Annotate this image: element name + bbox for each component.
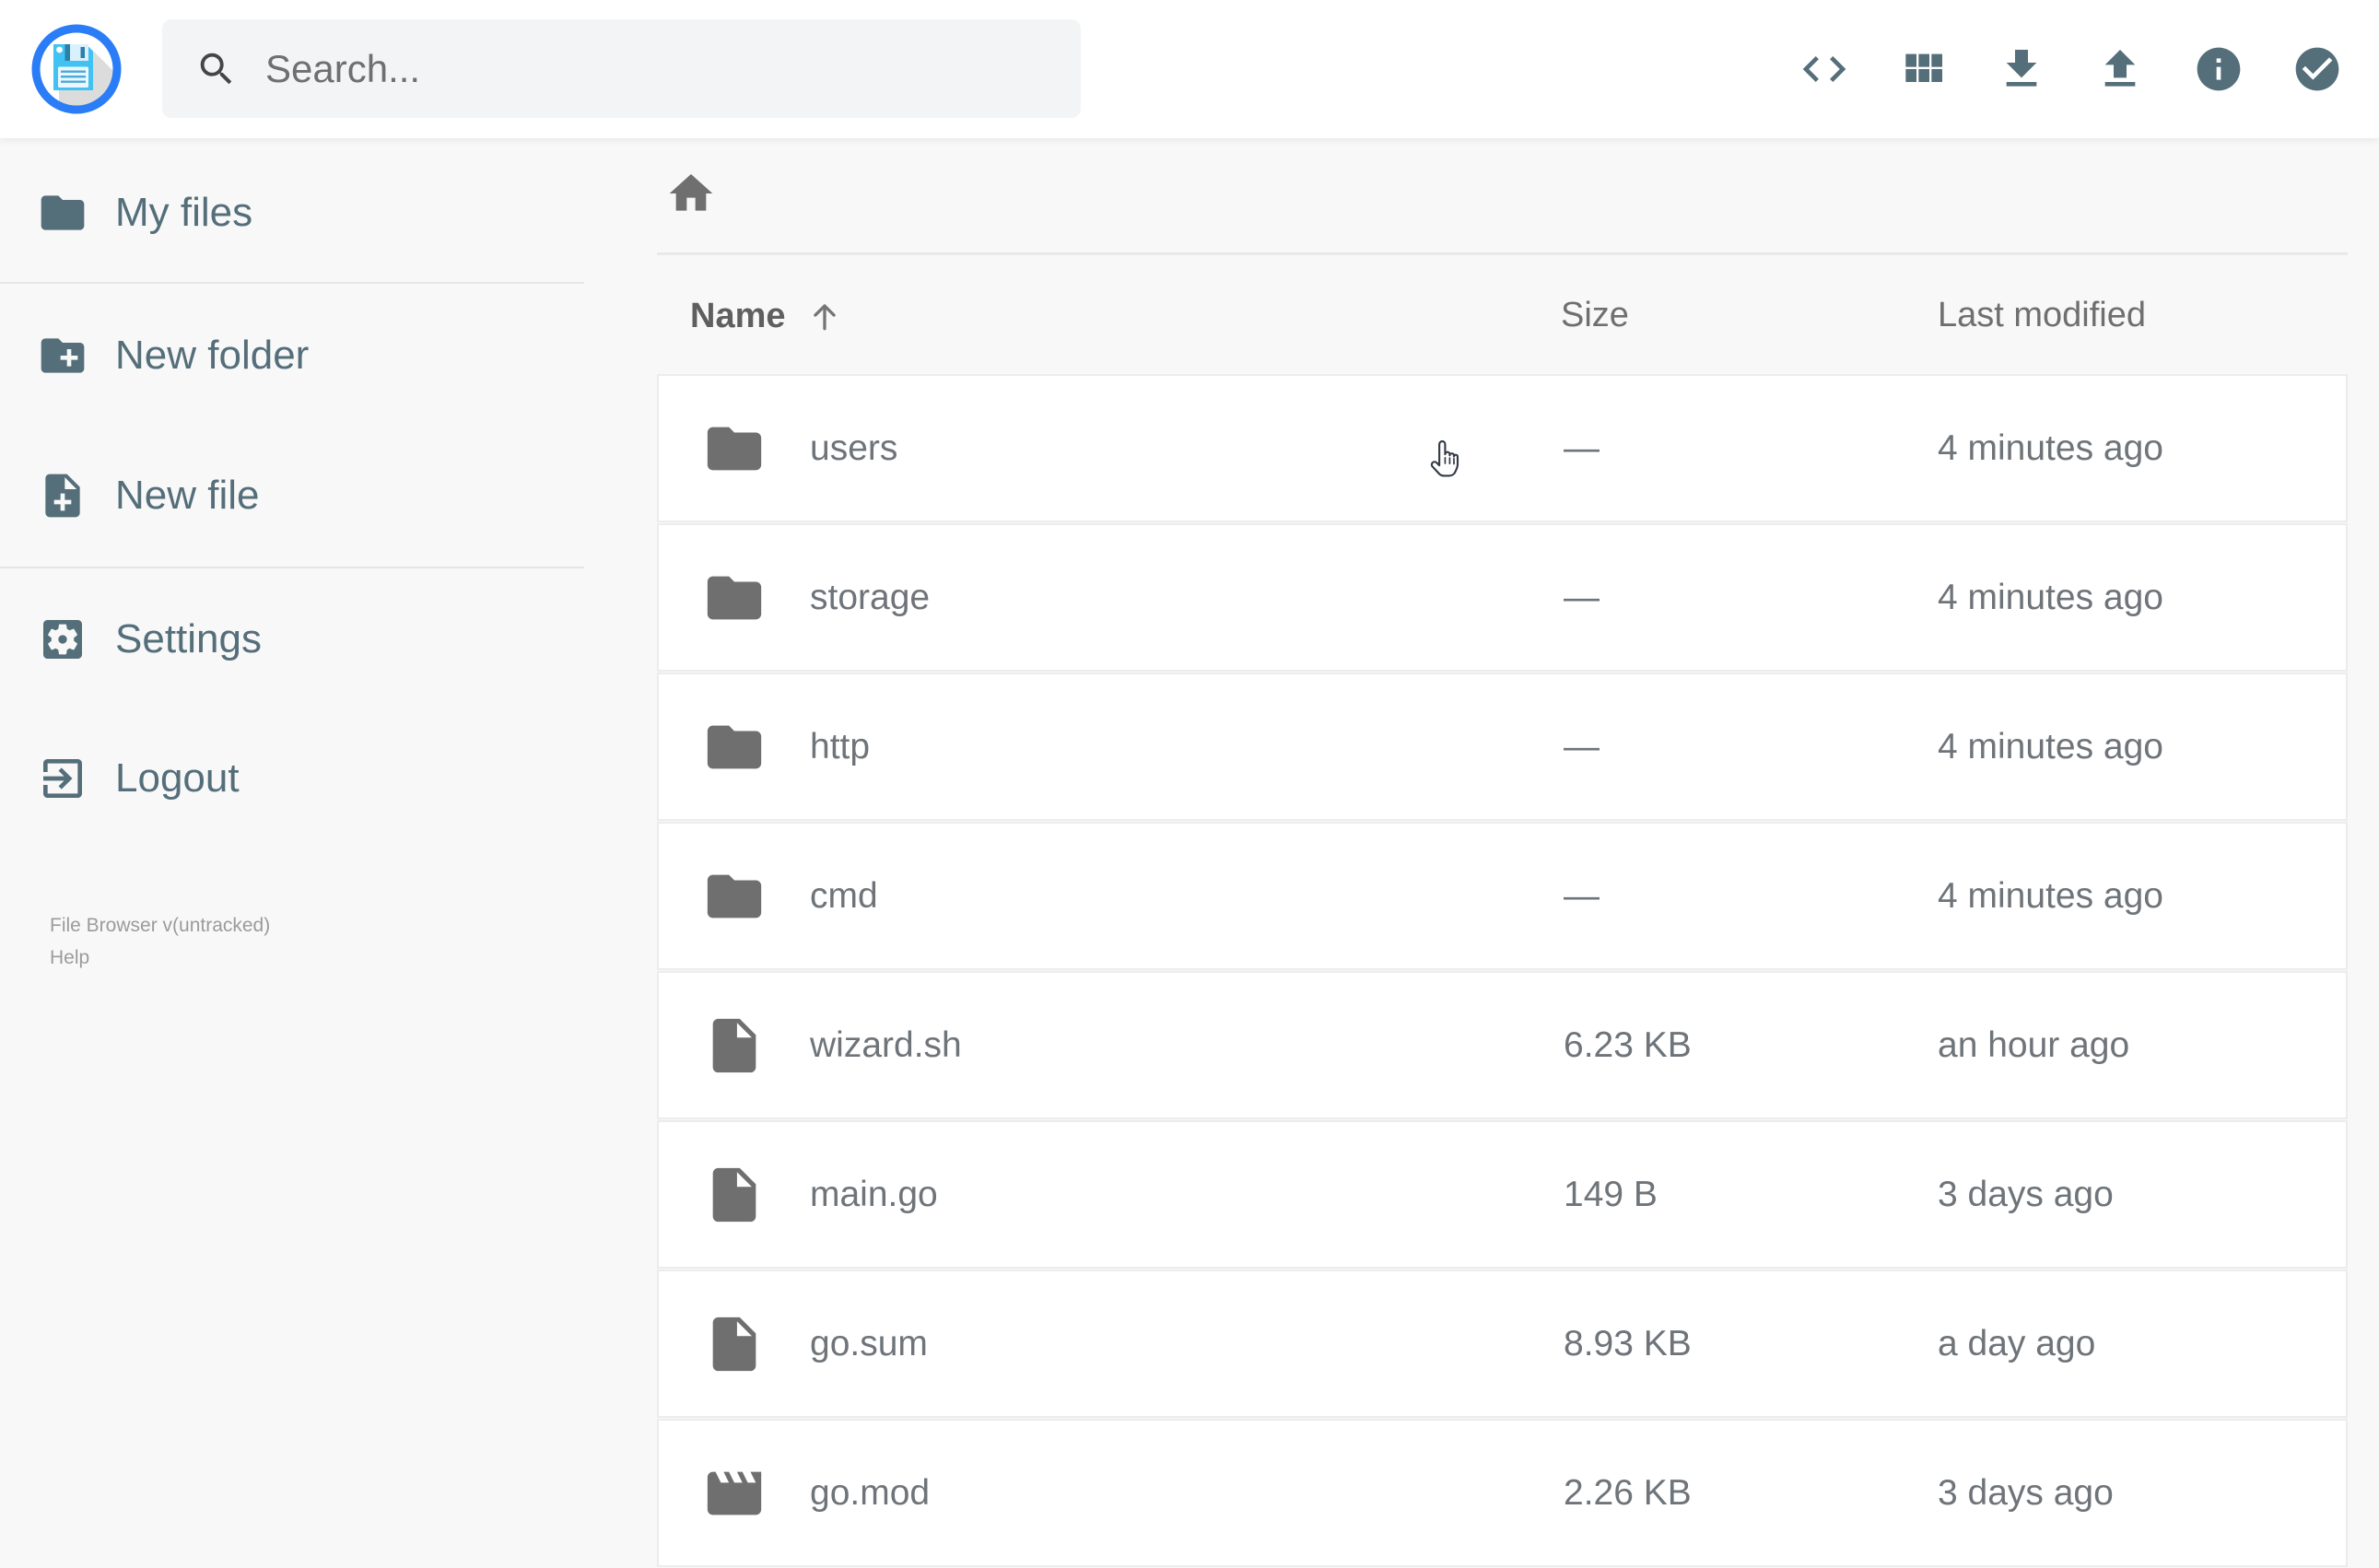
file-name: storage bbox=[810, 577, 931, 617]
view-mode-button[interactable] bbox=[1897, 43, 1949, 95]
file-name: http bbox=[810, 726, 871, 766]
code-icon bbox=[1799, 43, 1850, 95]
file-size: — bbox=[1564, 726, 1600, 766]
sidebar-divider bbox=[0, 282, 584, 284]
folder-icon bbox=[37, 187, 88, 239]
file-upload-icon bbox=[2094, 43, 2146, 95]
folder-icon bbox=[702, 864, 767, 929]
select-multiple-button[interactable] bbox=[2291, 43, 2343, 95]
file-name: go.mod bbox=[810, 1472, 931, 1513]
sidebar-item-label: New folder bbox=[115, 333, 310, 378]
sidebar-divider bbox=[0, 567, 584, 568]
column-header-size[interactable]: Size bbox=[1561, 296, 1629, 334]
file-modified: 4 minutes ago bbox=[1938, 726, 2163, 766]
file-name: wizard.sh bbox=[810, 1024, 962, 1065]
folder-icon bbox=[702, 416, 767, 481]
file-size: — bbox=[1564, 875, 1600, 916]
sidebar-item-settings[interactable]: Settings bbox=[0, 595, 584, 684]
view-module-icon bbox=[1897, 43, 1949, 95]
file-name: cmd bbox=[810, 875, 878, 916]
file-modified: 4 minutes ago bbox=[1938, 577, 2163, 617]
search-bar[interactable] bbox=[162, 19, 1081, 118]
sidebar-item-label: New file bbox=[115, 473, 260, 518]
search-input[interactable] bbox=[265, 46, 1058, 91]
info-button[interactable] bbox=[2193, 43, 2244, 95]
file-modified: 4 minutes ago bbox=[1938, 875, 2163, 916]
file-listing: users — 4 minutes ago storage — 4 minute… bbox=[657, 374, 2348, 1568]
sidebar-item-new-folder[interactable]: New folder bbox=[0, 311, 584, 400]
file-download-icon bbox=[1996, 43, 2047, 95]
file-size: — bbox=[1564, 577, 1600, 617]
sidebar-item-label: My files bbox=[115, 190, 253, 235]
file-icon bbox=[702, 1013, 767, 1078]
file-row[interactable]: cmd — 4 minutes ago bbox=[657, 822, 2348, 970]
file-size: — bbox=[1564, 427, 1600, 468]
file-listing-panel: Name Size Last modified users — 4 minute… bbox=[584, 138, 2379, 1567]
file-modified: 4 minutes ago bbox=[1938, 427, 2163, 468]
file-size: 2.26 KB bbox=[1564, 1472, 1692, 1513]
shell-button[interactable] bbox=[1799, 43, 1850, 95]
header-toolbar bbox=[1799, 0, 2343, 138]
settings-icon bbox=[37, 614, 88, 665]
column-header-name[interactable]: Name bbox=[690, 296, 845, 336]
file-modified: a day ago bbox=[1938, 1323, 2096, 1363]
upload-button[interactable] bbox=[2094, 43, 2146, 95]
file-name: go.sum bbox=[810, 1323, 928, 1363]
search-icon bbox=[195, 48, 238, 90]
file-icon bbox=[702, 1163, 767, 1227]
sidebar-item-my-files[interactable]: My files bbox=[0, 169, 584, 257]
app-version: File Browser v(untracked) bbox=[50, 915, 271, 936]
folder-icon bbox=[702, 715, 767, 779]
download-button[interactable] bbox=[1996, 43, 2047, 95]
file-size: 6.23 KB bbox=[1564, 1024, 1692, 1065]
file-row[interactable]: users — 4 minutes ago bbox=[657, 374, 2348, 522]
logout-icon bbox=[37, 753, 88, 804]
file-row[interactable]: wizard.sh 6.23 KB an hour ago bbox=[657, 971, 2348, 1119]
file-modified: 3 days ago bbox=[1938, 1472, 2114, 1513]
movie-file-icon bbox=[702, 1461, 767, 1526]
note-add-icon bbox=[37, 470, 88, 521]
file-row[interactable]: main.go 149 B 3 days ago bbox=[657, 1120, 2348, 1269]
file-browser-logo[interactable] bbox=[30, 23, 123, 115]
file-name: users bbox=[810, 427, 898, 468]
app-header bbox=[0, 0, 2379, 138]
sidebar-item-label: Settings bbox=[115, 616, 262, 661]
help-link[interactable]: Help bbox=[50, 947, 90, 968]
sidebar: My files New folder New file Settings Lo… bbox=[0, 138, 584, 1529]
file-size: 8.93 KB bbox=[1564, 1323, 1692, 1363]
file-name: main.go bbox=[810, 1174, 938, 1214]
sidebar-item-label: Logout bbox=[115, 755, 240, 801]
folder-icon bbox=[702, 566, 767, 630]
create-new-folder-icon bbox=[37, 330, 88, 381]
breadcrumb-home-button[interactable] bbox=[665, 168, 717, 219]
listing-header: Name Size Last modified bbox=[584, 296, 2379, 336]
check-circle-icon bbox=[2291, 43, 2343, 95]
column-header-modified[interactable]: Last modified bbox=[1938, 296, 2147, 334]
file-row[interactable]: go.mod 2.26 KB 3 days ago bbox=[657, 1419, 2348, 1567]
file-icon bbox=[702, 1312, 767, 1376]
home-icon bbox=[665, 168, 717, 219]
file-row[interactable]: http — 4 minutes ago bbox=[657, 673, 2348, 821]
sort-ascending-icon bbox=[804, 296, 845, 336]
file-modified: 3 days ago bbox=[1938, 1174, 2114, 1214]
file-row[interactable]: storage — 4 minutes ago bbox=[657, 523, 2348, 672]
sidebar-item-new-file[interactable]: New file bbox=[0, 451, 584, 540]
sidebar-footer: File Browser v(untracked) Help bbox=[50, 909, 584, 974]
info-icon bbox=[2193, 43, 2244, 95]
file-size: 149 B bbox=[1564, 1174, 1658, 1214]
file-modified: an hour ago bbox=[1938, 1024, 2130, 1065]
breadcrumb-divider bbox=[657, 252, 2348, 255]
file-row[interactable]: go.sum 8.93 KB a day ago bbox=[657, 1270, 2348, 1418]
sidebar-item-logout[interactable]: Logout bbox=[0, 734, 584, 823]
